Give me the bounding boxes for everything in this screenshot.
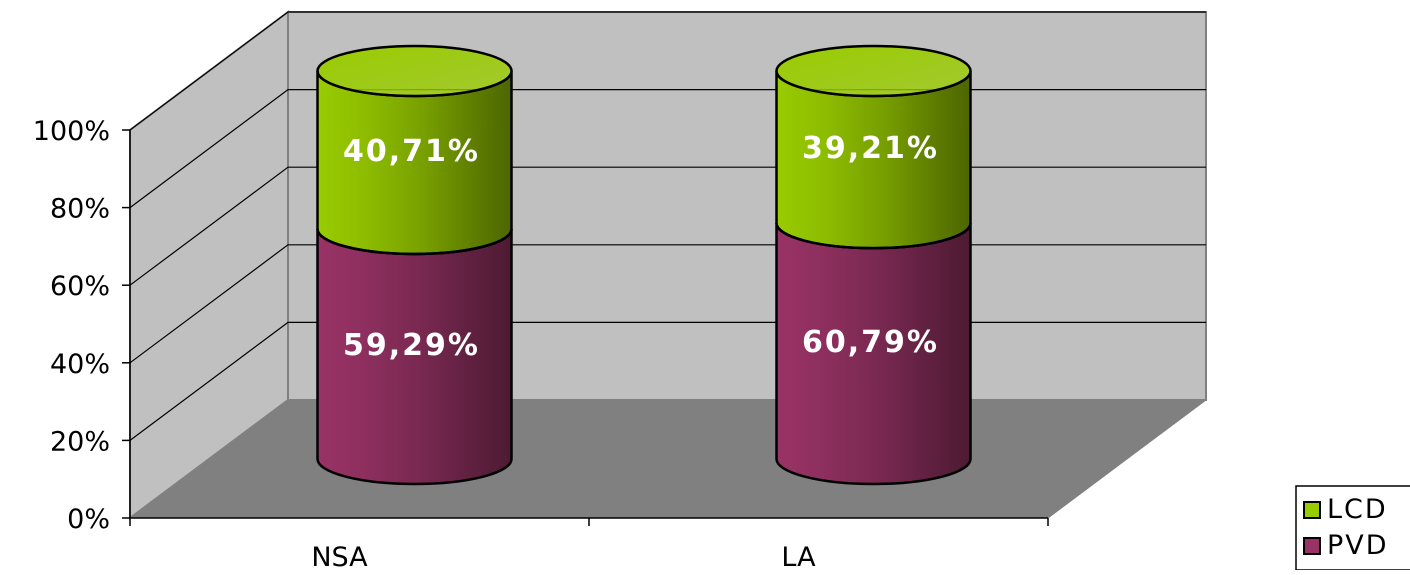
y-tick-label: 40% [50, 349, 110, 380]
floor [128, 399, 1208, 519]
legend-swatch-lcd [1303, 501, 1321, 519]
y-tick-label: 100% [33, 116, 110, 147]
y-tick-label: 60% [50, 271, 110, 302]
data-label: 59,29% [343, 328, 480, 363]
y-tick-label: 20% [50, 426, 110, 457]
segment-seam [316, 228, 513, 256]
y-tick-label: 0% [67, 504, 110, 535]
gridline [129, 11, 1206, 131]
bar-top-nsa [316, 44, 513, 98]
legend-label-pvd: PVD [1327, 530, 1389, 561]
y-tick-label: 80% [50, 194, 110, 225]
legend-swatch-pvd [1303, 537, 1321, 555]
data-label: 40,71% [343, 134, 480, 169]
legend-label-lcd: LCD [1327, 494, 1388, 525]
x-tick-label: LA [781, 542, 816, 570]
segment-seam [775, 223, 972, 250]
data-label: 39,21% [802, 131, 939, 166]
data-label: 60,79% [802, 325, 939, 360]
x-tick-label: NSA [311, 542, 368, 570]
bar-top-la [775, 44, 972, 98]
